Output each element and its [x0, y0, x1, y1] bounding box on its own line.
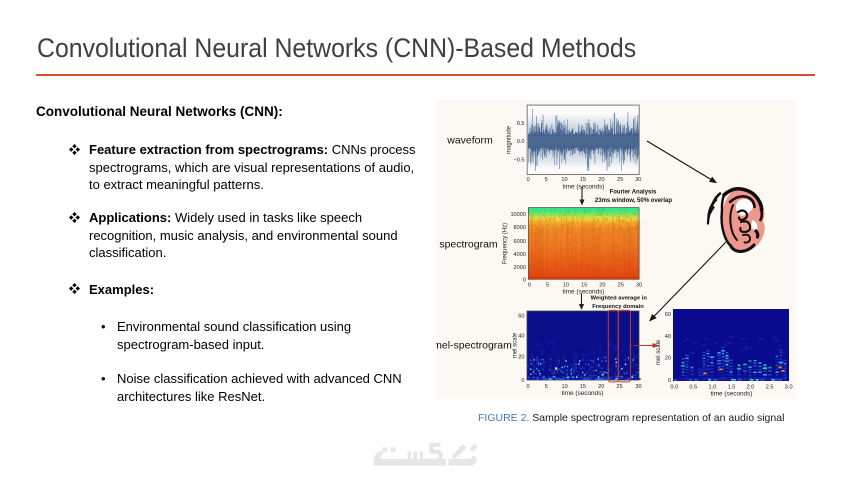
svg-text:0.5: 0.5 [517, 121, 525, 127]
svg-text:20: 20 [665, 356, 671, 362]
svg-text:0.0: 0.0 [670, 385, 678, 391]
svg-text:mel scale: mel scale [656, 339, 662, 365]
svg-text:3.0: 3.0 [785, 385, 793, 391]
svg-text:20: 20 [599, 283, 605, 289]
svg-text:10000: 10000 [510, 212, 526, 218]
svg-text:1.5: 1.5 [728, 385, 736, 391]
svg-text:Frequency domain: Frequency domain [592, 304, 644, 310]
svg-text:30: 30 [636, 283, 642, 289]
svg-text:30: 30 [635, 384, 641, 390]
svg-text:25: 25 [617, 177, 623, 183]
svg-text:15: 15 [580, 384, 586, 390]
svg-text:40: 40 [665, 334, 671, 340]
svg-text:0: 0 [526, 384, 529, 390]
svg-text:2000: 2000 [514, 265, 526, 271]
svg-text:spectrogram: spectrogram [439, 239, 498, 251]
svg-text:10: 10 [563, 283, 569, 289]
svg-text:25: 25 [618, 283, 624, 289]
svg-text:30: 30 [635, 177, 641, 183]
svg-text:time (seconds): time (seconds) [711, 391, 753, 398]
svg-text:0: 0 [668, 378, 671, 384]
svg-text:60: 60 [665, 312, 671, 318]
svg-text:5: 5 [545, 384, 548, 390]
svg-text:2.5: 2.5 [766, 385, 774, 391]
svg-text:0: 0 [528, 283, 531, 289]
svg-text:−0.5: −0.5 [513, 158, 524, 164]
svg-text:mel-spectrogram: mel-spectrogram [436, 340, 512, 352]
svg-text:Fourier Analysis: Fourier Analysis [610, 190, 657, 196]
svg-text:5: 5 [546, 283, 549, 289]
svg-text:0.0: 0.0 [517, 139, 525, 145]
svg-text:0: 0 [523, 278, 526, 284]
svg-text:4000: 4000 [514, 252, 526, 258]
svg-text:10: 10 [561, 384, 567, 390]
svg-text:20: 20 [598, 384, 604, 390]
svg-text:0: 0 [521, 378, 524, 384]
svg-text:0.5: 0.5 [689, 385, 697, 391]
svg-text:8000: 8000 [514, 225, 526, 231]
svg-text:20: 20 [518, 355, 524, 361]
svg-text:waveform: waveform [446, 135, 493, 147]
svg-text:60: 60 [518, 314, 524, 320]
svg-text:6000: 6000 [514, 239, 526, 245]
svg-text:Frequency (Hz): Frequency (Hz) [503, 223, 509, 264]
svg-text:2.0: 2.0 [747, 385, 755, 391]
svg-text:0: 0 [527, 177, 530, 183]
svg-text:time (seconds): time (seconds) [562, 390, 604, 397]
svg-text:23ms window, 50% overlap: 23ms window, 50% overlap [595, 198, 672, 204]
svg-text:time (seconds): time (seconds) [563, 289, 605, 296]
svg-text:time (seconds): time (seconds) [563, 184, 605, 191]
svg-text:1.0: 1.0 [709, 385, 717, 391]
svg-text:Weighted average in: Weighted average in [591, 296, 648, 302]
svg-text:mel scale: mel scale [513, 332, 519, 358]
svg-text:15: 15 [581, 283, 587, 289]
svg-text:magnitude: magnitude [507, 125, 513, 154]
svg-text:20: 20 [598, 177, 604, 183]
svg-text:25: 25 [616, 384, 622, 390]
svg-text:5: 5 [545, 177, 548, 183]
svg-text:10: 10 [561, 177, 567, 183]
svg-text:40: 40 [518, 334, 524, 340]
svg-text:15: 15 [580, 177, 586, 183]
